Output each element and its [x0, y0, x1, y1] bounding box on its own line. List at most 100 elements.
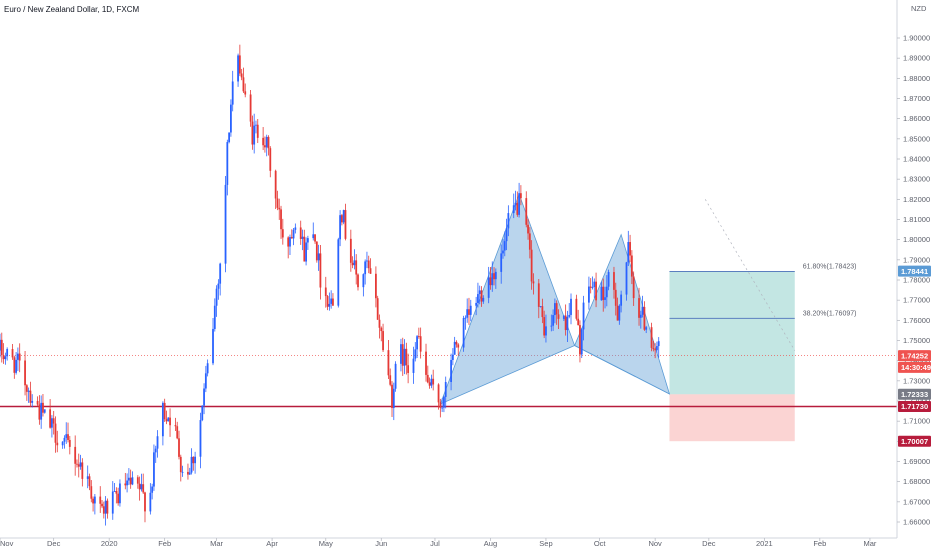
- candle: [656, 341, 658, 354]
- candle: [117, 487, 120, 506]
- candle-body: [79, 462, 82, 467]
- candle-body: [392, 388, 395, 409]
- candle: [555, 300, 558, 325]
- candle: [67, 422, 69, 443]
- candle: [264, 136, 266, 153]
- candle: [102, 501, 105, 519]
- candle: [543, 310, 546, 339]
- candle: [326, 295, 329, 311]
- candle-body: [238, 55, 241, 74]
- candle: [29, 381, 32, 408]
- candle: [42, 393, 44, 417]
- candle-body: [319, 253, 322, 288]
- candle-body: [482, 297, 485, 302]
- candle: [339, 210, 341, 247]
- candle: [294, 223, 297, 234]
- price-tag: 1.74252: [898, 350, 931, 362]
- candle-body: [351, 262, 354, 266]
- candle: [11, 344, 14, 360]
- candle-body: [376, 298, 379, 320]
- candle-body: [595, 281, 597, 301]
- candle-body: [102, 506, 105, 514]
- projection-line: [704, 199, 796, 351]
- candle-body: [36, 400, 39, 405]
- candle-body: [650, 327, 653, 348]
- candle-body: [656, 346, 658, 351]
- candle-body: [387, 350, 390, 376]
- candle: [192, 456, 195, 471]
- candle: [6, 347, 9, 361]
- price-tag-text: 1.70007: [901, 437, 928, 446]
- candle-body: [503, 241, 506, 251]
- candle-body: [554, 303, 556, 316]
- candle: [575, 294, 578, 321]
- candle-body: [144, 492, 146, 512]
- candle: [366, 251, 368, 269]
- candle: [340, 213, 343, 226]
- candle-body: [99, 496, 102, 504]
- candle: [201, 405, 204, 422]
- candle-body: [188, 472, 191, 475]
- candle: [303, 229, 306, 262]
- candle-body: [337, 239, 340, 306]
- candle: [416, 335, 418, 358]
- price-tick-label: 1.89000: [903, 54, 930, 63]
- candle: [253, 113, 256, 154]
- candle: [353, 249, 356, 270]
- candle: [607, 269, 610, 291]
- candle: [557, 309, 560, 329]
- candle-body: [76, 463, 78, 465]
- candle-body: [305, 242, 307, 262]
- candle: [444, 376, 447, 409]
- candle-body: [443, 396, 445, 408]
- candle: [86, 465, 89, 489]
- candle: [43, 409, 46, 414]
- chart-title: Euro / New Zealand Dollar, 1D, FXCM: [4, 5, 140, 14]
- candle: [364, 259, 367, 285]
- candle: [129, 469, 132, 489]
- candle-body: [224, 184, 227, 264]
- candle-body: [478, 290, 481, 295]
- candle-body: [90, 486, 93, 499]
- candle-body: [491, 273, 494, 286]
- candle-body: [27, 390, 30, 392]
- candle: [600, 281, 603, 301]
- candle-body: [40, 402, 43, 420]
- price-tag-box: [898, 400, 931, 412]
- candle-body: [201, 405, 204, 421]
- price-tick-label: 1.86000: [903, 114, 930, 123]
- candle-body: [618, 305, 621, 321]
- candle: [51, 415, 53, 438]
- candle-body: [654, 349, 657, 351]
- candle: [317, 244, 320, 271]
- price-tags-layer: 1.78441 1.74252 14:30:49 1.72333 1.71730 1.70…: [898, 265, 931, 447]
- candle-body: [280, 209, 282, 230]
- candle: [516, 191, 519, 217]
- candle: [0, 332, 3, 363]
- candle-body: [525, 198, 528, 225]
- candle-body: [25, 385, 28, 392]
- candle: [367, 255, 370, 274]
- time-tick-label: Mar: [863, 539, 876, 548]
- candle: [378, 314, 381, 339]
- candle: [52, 410, 55, 435]
- candle: [451, 348, 454, 366]
- candle: [93, 493, 96, 515]
- candle-body: [161, 402, 164, 437]
- time-tick-label: 2021: [756, 539, 773, 548]
- price-tick-label: 1.76000: [903, 316, 930, 325]
- candle-body: [349, 238, 352, 263]
- price-tag-box: [898, 265, 931, 277]
- candle: [577, 309, 580, 326]
- candle: [332, 293, 334, 306]
- candle: [278, 198, 281, 220]
- candle: [149, 483, 152, 515]
- candle-body: [403, 348, 406, 366]
- candle: [319, 244, 322, 300]
- candle: [627, 230, 630, 267]
- candle: [188, 467, 191, 475]
- candle-body: [0, 339, 3, 355]
- candle-body: [378, 319, 381, 328]
